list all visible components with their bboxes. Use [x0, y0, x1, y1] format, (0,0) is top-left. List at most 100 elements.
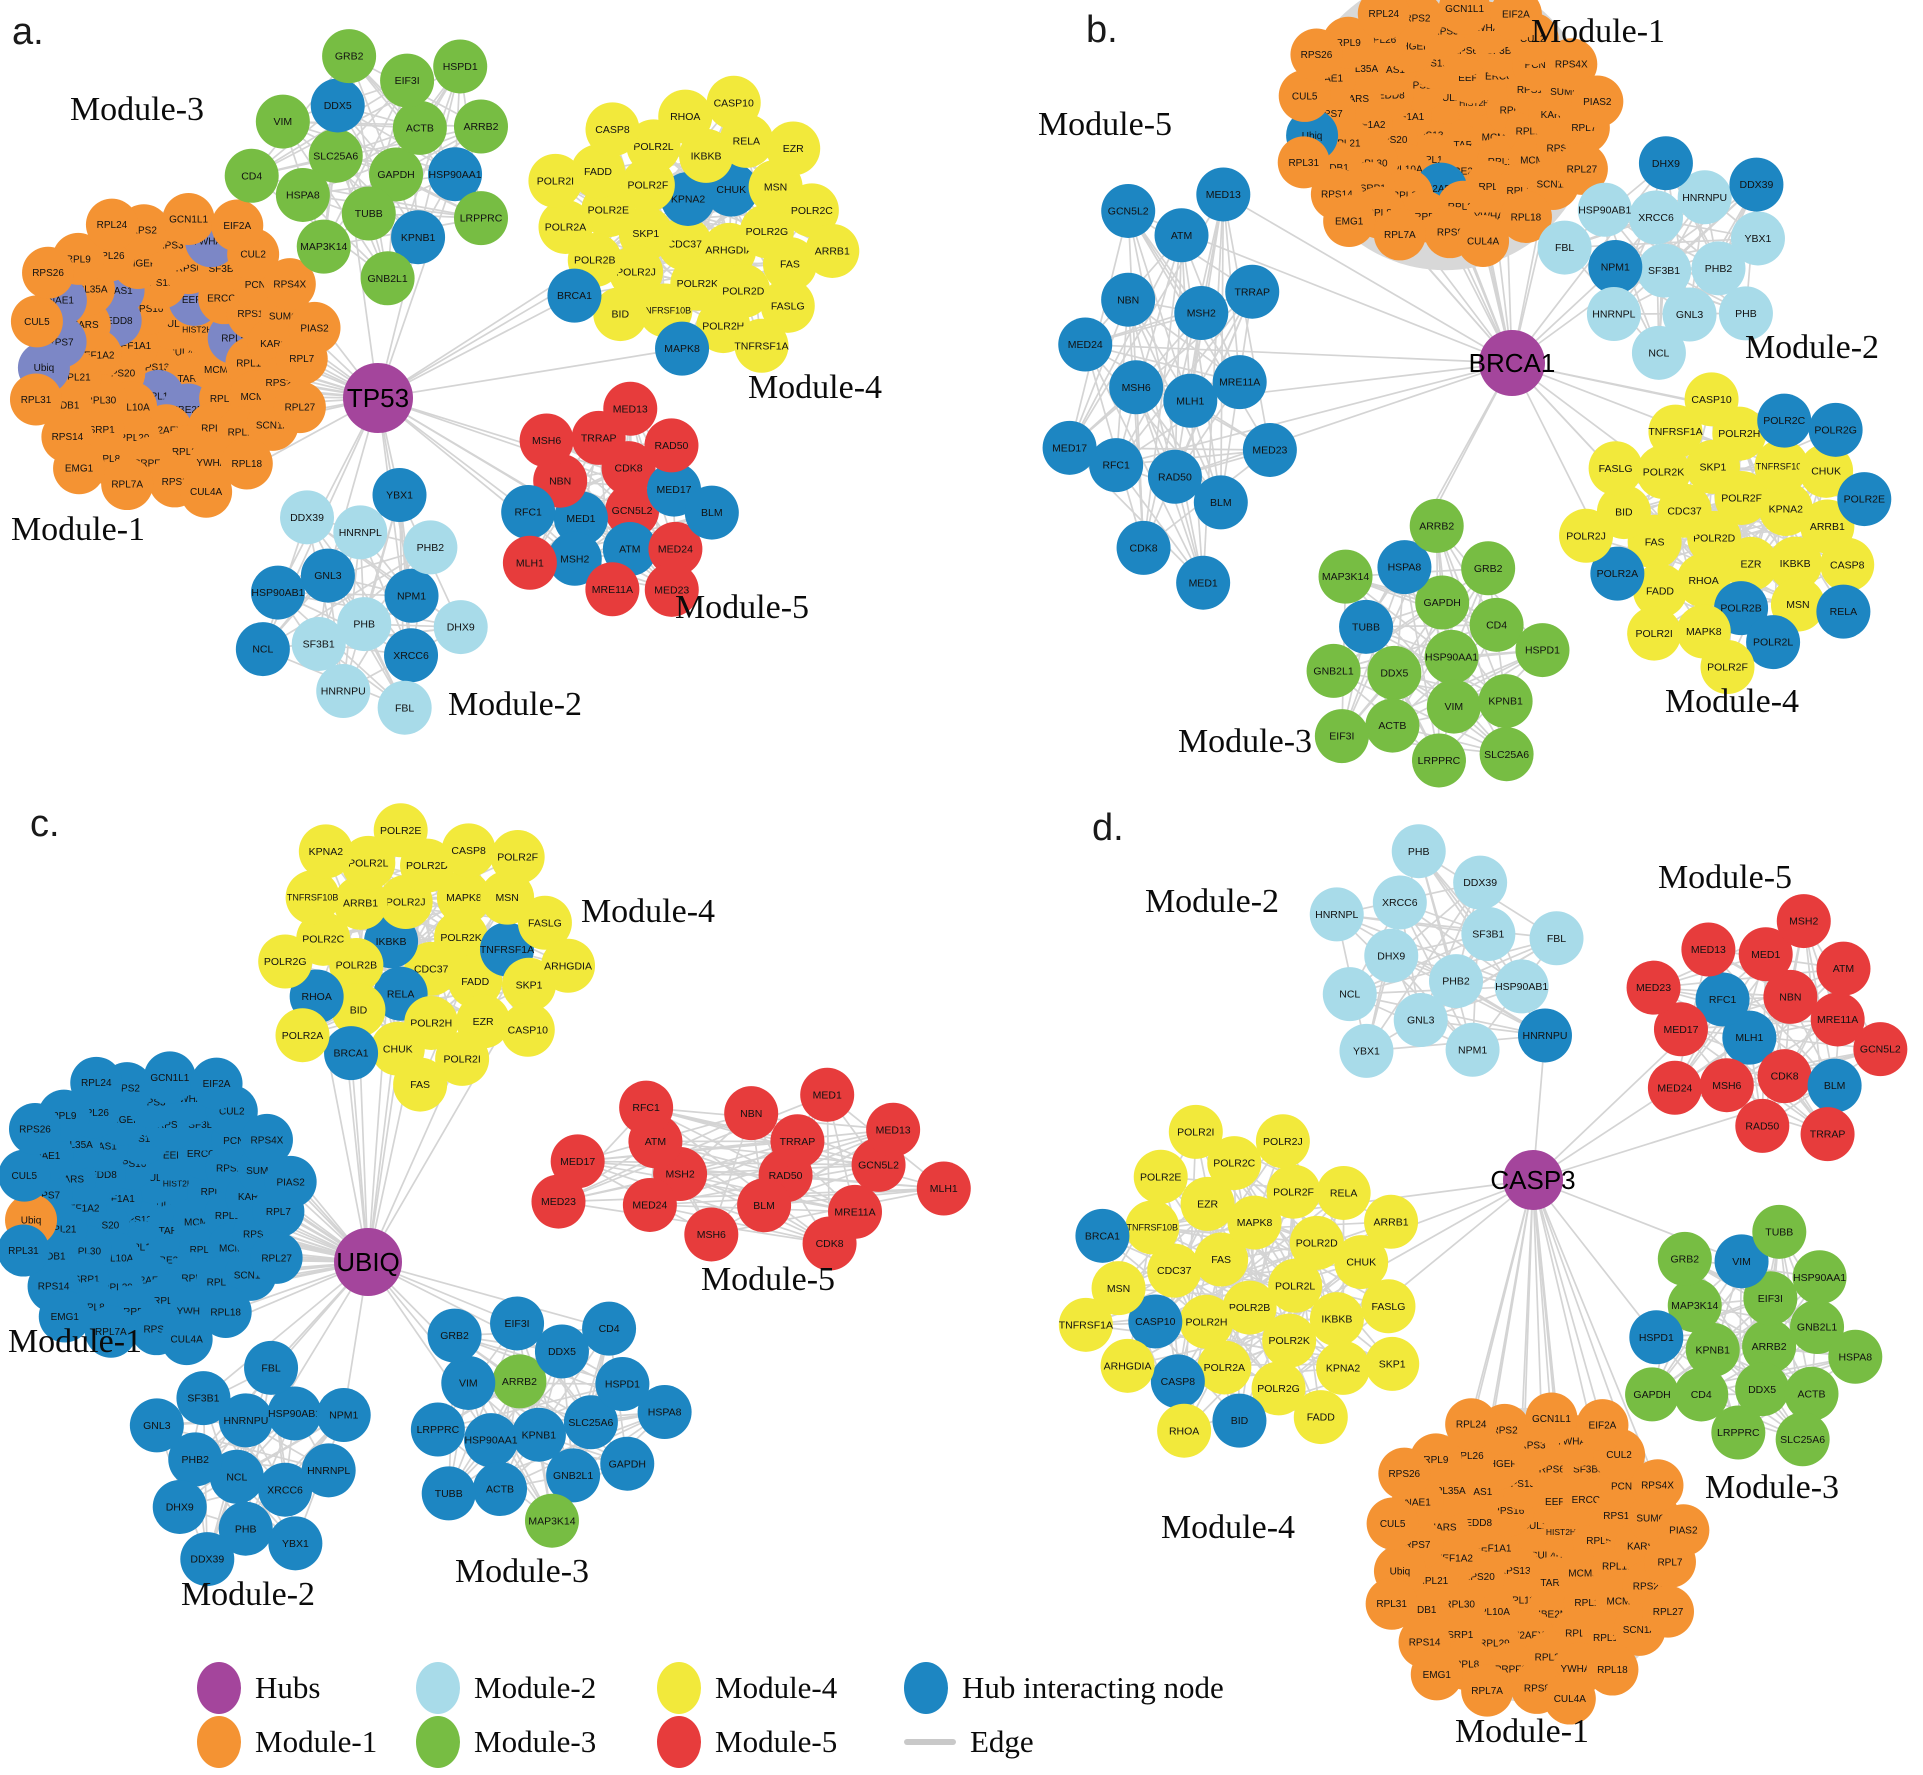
node-label: RPL13	[215, 1211, 246, 1222]
node-HNRNPL	[333, 505, 388, 560]
node-HNRNPL	[1586, 287, 1641, 342]
node-ATM	[602, 522, 657, 577]
node-label: SLC25A6	[1780, 1434, 1825, 1446]
node-label: RPL13	[236, 358, 267, 369]
node-label: RPL27	[1653, 1607, 1684, 1618]
node-label: RPL24	[1368, 9, 1399, 20]
node-ATM	[1154, 208, 1209, 263]
node-label: HNRNPL	[1315, 909, 1358, 921]
node-label: EMG1	[65, 464, 94, 475]
node-label: YBX1	[1353, 1045, 1380, 1057]
node-RPL31	[0, 1224, 50, 1277]
node-RPS26	[1290, 28, 1343, 81]
node-label: TUBB	[1765, 1226, 1793, 1238]
edge	[282, 121, 389, 279]
node-POLR2E	[373, 803, 428, 858]
module-label: Module-1	[11, 511, 145, 548]
node-FBL	[1537, 220, 1592, 275]
node-label: RPL26	[94, 251, 125, 262]
node-label: MED24	[632, 1200, 667, 1212]
hub-edge	[202, 1261, 369, 1399]
node-label: FBL	[1547, 933, 1566, 945]
node-label: CUL4B	[168, 347, 201, 358]
node-CUL5	[10, 295, 63, 348]
node-FADD	[1633, 563, 1688, 618]
module-module-4-TP53: CDC37 KPNA2 ARHGDIA SKP1 CHUK POLR2K POLR2F POL…	[528, 75, 860, 376]
node-label: PIAS1	[1377, 65, 1406, 76]
node-label: GCN5L2	[612, 505, 653, 517]
node-label: GCN1L1	[1445, 4, 1484, 15]
node-DDX5	[1367, 645, 1422, 700]
node-RHOA	[658, 89, 713, 144]
node-VIM	[1426, 679, 1481, 734]
node-label: PIAS2	[300, 323, 329, 334]
node-GAPDH	[1415, 575, 1470, 630]
node-label: MED1	[813, 1089, 842, 1101]
node-POLR2I	[435, 1031, 490, 1086]
module-module-4-BRCA1: POLR2D POLR2F EZR CDC37 KPNA2 RHOA SKP1 IKBKB FA…	[1559, 372, 1892, 695]
edge	[1127, 210, 1222, 503]
node-label: PIAS1	[88, 1141, 117, 1152]
node-label: MRE11A	[1817, 1014, 1858, 1026]
module-module-4-UBIQ: CDC37 IKBKB POLR2K RELA POLR2J FADD POLR2B MAPK…	[258, 803, 596, 1112]
node-label: ACTB	[1797, 1388, 1825, 1400]
node-label: HNRNPL	[1592, 309, 1635, 321]
node-label: CUL4A	[171, 1335, 204, 1346]
edge	[306, 516, 412, 656]
node-XRCC6	[1629, 190, 1684, 245]
node-label: SLC25A6	[313, 150, 358, 162]
node-label: MED23	[654, 584, 689, 596]
node-RPL7A	[1373, 208, 1426, 261]
node-label: ARHGEF4	[114, 258, 162, 269]
node-MED24	[648, 521, 703, 576]
node-label: EEF1A1	[1387, 112, 1425, 123]
node-MED23	[644, 562, 699, 617]
node-label: FAS	[1645, 536, 1665, 548]
node-HSPA8	[1377, 540, 1432, 595]
node-EIF2A	[211, 199, 264, 252]
node-RPL24	[1357, 0, 1410, 40]
node-KPNB1	[1478, 674, 1533, 729]
edge	[577, 1160, 879, 1166]
node-label: POLR2H	[1185, 1316, 1227, 1328]
node-label: SKP1	[516, 979, 543, 991]
edge	[179, 1414, 345, 1508]
edge	[156, 1424, 329, 1472]
node-label: SCN1A	[234, 1270, 268, 1281]
node-label: SLC25A6	[568, 1417, 613, 1429]
node-label: NAE1	[1317, 73, 1344, 84]
node-RPL27	[250, 1231, 303, 1284]
node-label: Ubiq	[1390, 1567, 1411, 1578]
node-NCL	[235, 622, 290, 677]
node-label: RPS8	[162, 477, 189, 488]
node-label: NAE1	[34, 1151, 61, 1162]
module-module-1-UBIQ: CUL4BRPS13CUL1TARSEEF1A1HIST2H2BERPL11RP…	[0, 1051, 317, 1366]
module-label: Module-2	[448, 686, 582, 723]
node-label: ARHGEF4	[1388, 42, 1436, 53]
node-label: XRCC6	[267, 1484, 303, 1496]
node-label: TNFRSF1A	[1648, 426, 1702, 438]
node-label: SF3B1	[1472, 929, 1504, 941]
node-label: RPS20	[1376, 135, 1408, 146]
node-label: HNRNPU	[223, 1415, 268, 1427]
node-label: POLR2L	[1275, 1280, 1315, 1292]
panel-letter: a.	[12, 11, 44, 53]
node-label: ERCC4	[1485, 72, 1519, 83]
node-label: POLR2K	[677, 278, 718, 290]
module-module-2-TP53: PHB GNL3 NPM1 SF3B1 HNRNPL XRCC6 HSP90AB1 PHB2 H…	[235, 468, 488, 735]
node-GCN1L1	[162, 193, 215, 246]
node-label: MAPK8	[1686, 626, 1722, 638]
node-label: CASP8	[451, 845, 486, 857]
node-EIF3I	[1314, 709, 1369, 764]
node-label: TARS	[159, 1226, 185, 1237]
node-label: HSP90AB1	[268, 1408, 321, 1420]
node-label: MCM4	[219, 1243, 249, 1254]
node-label: HSP90AA1	[464, 1435, 517, 1447]
node-label: RPS20	[88, 1220, 120, 1231]
node-label: RPS14	[38, 1282, 70, 1293]
node-label: DHX9	[447, 622, 475, 634]
node-label: MCM4	[1520, 156, 1550, 167]
node-GCN5L2	[605, 483, 660, 538]
node-label: CUL5	[1292, 91, 1318, 102]
node-NCL	[1631, 325, 1686, 380]
